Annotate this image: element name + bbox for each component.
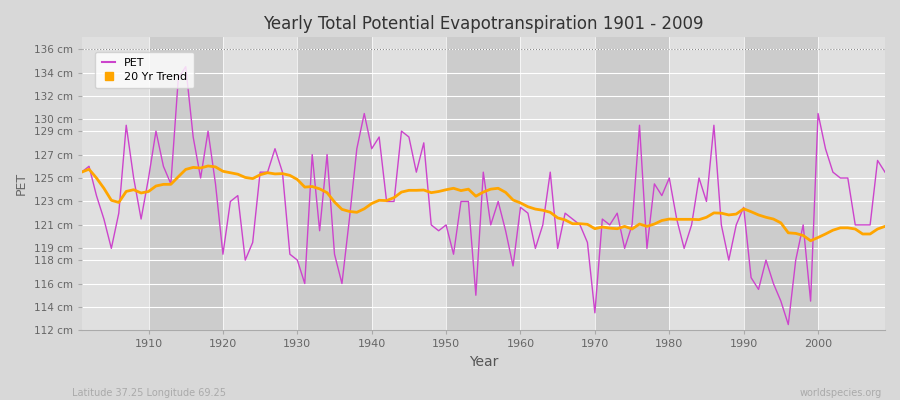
Title: Yearly Total Potential Evapotranspiration 1901 - 2009: Yearly Total Potential Evapotranspiratio… [263, 15, 704, 33]
Bar [372, 37, 446, 330]
X-axis label: Year: Year [469, 355, 498, 369]
Bar [893, 37, 900, 330]
Bar [818, 37, 893, 330]
Text: Latitude 37.25 Longitude 69.25: Latitude 37.25 Longitude 69.25 [72, 388, 226, 398]
Bar [148, 37, 223, 330]
Bar [223, 37, 297, 330]
Legend: PET, 20 Yr Trend: PET, 20 Yr Trend [95, 52, 194, 88]
Bar [743, 37, 818, 330]
Bar [670, 37, 743, 330]
Text: worldspecies.org: worldspecies.org [800, 388, 882, 398]
Bar [520, 37, 595, 330]
Bar [595, 37, 670, 330]
Bar [446, 37, 520, 330]
Bar [74, 37, 148, 330]
Bar [297, 37, 372, 330]
Y-axis label: PET: PET [15, 172, 28, 196]
